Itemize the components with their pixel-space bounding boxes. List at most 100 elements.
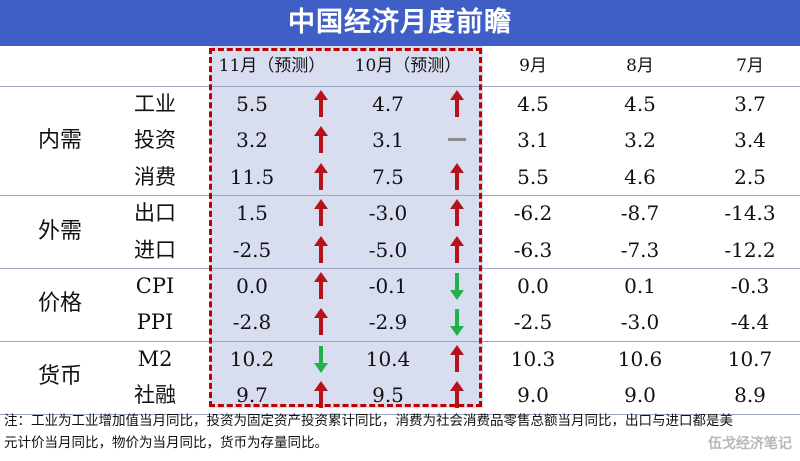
value-cell: 4.5 bbox=[624, 92, 656, 116]
value-cell: -4.4 bbox=[730, 310, 770, 335]
value-cell: 10.3 bbox=[510, 346, 556, 371]
arrow-up-icon bbox=[310, 125, 332, 155]
value-cell: 7.5 bbox=[372, 164, 404, 189]
value-cell: 5.5 bbox=[517, 164, 549, 189]
arrow-down-icon bbox=[446, 307, 468, 337]
row-label: 出口 bbox=[134, 201, 176, 226]
arrow-up-icon bbox=[446, 344, 468, 374]
arrow-up-icon bbox=[446, 162, 468, 192]
page-title: 中国经济月度前瞻 bbox=[0, 0, 800, 46]
value-cell: 2.5 bbox=[734, 164, 766, 189]
arrow-down-icon bbox=[446, 271, 468, 301]
value-cell: -6.2 bbox=[513, 201, 553, 226]
value-cell: -6.3 bbox=[513, 237, 553, 262]
category-label: 价格 bbox=[37, 291, 82, 317]
table-row: CPI 0.0 -0.1 0.0 0.1 -0.3 bbox=[0, 271, 800, 301]
value-cell: -2.5 bbox=[232, 237, 272, 262]
watermark: 伍戈经济笔记 bbox=[708, 436, 792, 452]
value-cell: 9.0 bbox=[624, 383, 656, 408]
value-cell: 11.5 bbox=[229, 164, 275, 189]
table-row: PPI -2.8 -2.9 -2.5 -3.0 -4.4 bbox=[0, 307, 800, 337]
category-label: 货币 bbox=[37, 364, 82, 390]
value-cell: -2.8 bbox=[232, 310, 272, 335]
value-cell: -5.0 bbox=[368, 237, 408, 262]
header-cell: 9月 bbox=[519, 56, 547, 76]
value-cell: 3.7 bbox=[734, 92, 766, 116]
table-row: 社融 9.7 9.5 9.0 9.0 8.9 bbox=[0, 380, 800, 410]
value-cell: 9.7 bbox=[236, 383, 268, 408]
value-cell: 4.5 bbox=[517, 92, 549, 116]
table-row: 消费 11.5 7.5 5.5 4.6 2.5 bbox=[0, 162, 800, 192]
value-cell: 3.2 bbox=[236, 128, 268, 153]
category-label: 外需 bbox=[37, 218, 82, 244]
forecast-dashed-border bbox=[209, 48, 482, 407]
value-cell: 0.0 bbox=[517, 274, 549, 298]
value-cell: 9.0 bbox=[517, 383, 549, 408]
value-cell: 4.6 bbox=[624, 164, 656, 189]
value-cell: 3.1 bbox=[517, 128, 549, 153]
footnote: 注：工业为工业增加值当月同比，投资为固定资产投资累计同比，消费为社会消费品零售总… bbox=[4, 413, 733, 451]
row-label: 进口 bbox=[134, 237, 176, 262]
value-cell: -12.2 bbox=[724, 237, 776, 262]
divider bbox=[0, 195, 800, 197]
value-cell: 5.5 bbox=[236, 92, 268, 116]
divider bbox=[0, 268, 800, 269]
value-cell: 1.5 bbox=[236, 201, 268, 226]
value-cell: 10.4 bbox=[365, 346, 411, 371]
arrow-up-icon bbox=[310, 162, 332, 192]
table-row: 进口 -2.5 -5.0 -6.3 -7.3 -12.2 bbox=[0, 235, 800, 265]
row-label: 工业 bbox=[134, 92, 176, 116]
value-cell: 0.1 bbox=[624, 274, 656, 298]
divider bbox=[0, 86, 800, 87]
value-cell: 3.4 bbox=[734, 128, 766, 153]
row-label: PPI bbox=[136, 310, 174, 335]
value-cell: 8.9 bbox=[734, 383, 766, 408]
value-cell: -2.9 bbox=[368, 310, 408, 335]
value-cell: -7.3 bbox=[620, 237, 660, 262]
value-cell: 9.5 bbox=[372, 383, 404, 408]
arrow-down-icon bbox=[310, 344, 332, 374]
value-cell: 10.6 bbox=[617, 346, 663, 371]
header-row: 11月（预测） 10月（预测） 9月 8月 7月 bbox=[0, 51, 800, 81]
arrow-up-icon bbox=[310, 198, 332, 228]
table-row: 工业 5.5 4.7 4.5 4.5 3.7 bbox=[0, 89, 800, 119]
value-cell: -3.0 bbox=[620, 310, 660, 335]
arrow-up-icon bbox=[310, 271, 332, 301]
value-cell: -3.0 bbox=[368, 201, 408, 226]
table-row: M2 10.2 10.4 10.3 10.6 10.7 bbox=[0, 344, 800, 374]
value-cell: 10.7 bbox=[727, 346, 773, 371]
value-cell: 0.0 bbox=[236, 274, 268, 298]
value-cell: -8.7 bbox=[620, 201, 660, 226]
value-cell: -2.5 bbox=[513, 310, 553, 335]
row-label: 消费 bbox=[134, 164, 176, 189]
divider bbox=[0, 413, 800, 415]
value-cell: 3.2 bbox=[624, 128, 656, 153]
arrow-up-icon bbox=[310, 235, 332, 265]
arrow-up-icon bbox=[446, 380, 468, 410]
value-cell: 4.7 bbox=[372, 92, 404, 116]
arrow-up-icon bbox=[310, 307, 332, 337]
value-cell: -0.1 bbox=[368, 274, 408, 298]
arrow-up-icon bbox=[310, 89, 332, 119]
arrow-up-icon bbox=[446, 198, 468, 228]
header-cell: 8月 bbox=[626, 56, 654, 76]
flat-icon bbox=[446, 125, 468, 155]
table-row: 出口 1.5 -3.0 -6.2 -8.7 -14.3 bbox=[0, 198, 800, 228]
value-cell: -14.3 bbox=[724, 201, 776, 226]
header-cell: 7月 bbox=[736, 56, 764, 76]
arrow-up-icon bbox=[446, 235, 468, 265]
row-label: M2 bbox=[137, 346, 173, 371]
arrow-up-icon bbox=[446, 89, 468, 119]
value-cell: -0.3 bbox=[730, 274, 770, 298]
row-label: CPI bbox=[135, 274, 175, 298]
row-label: 社融 bbox=[134, 383, 176, 408]
forecast-highlight bbox=[210, 46, 483, 408]
row-label: 投资 bbox=[134, 128, 176, 153]
arrow-up-icon bbox=[310, 380, 332, 410]
header-cell: 10月（预测） bbox=[354, 56, 462, 76]
divider bbox=[0, 340, 800, 342]
header-cell: 11月（预测） bbox=[218, 56, 326, 76]
table-row: 投资 3.2 3.1 3.1 3.2 3.4 bbox=[0, 125, 800, 155]
value-cell: 3.1 bbox=[372, 128, 404, 153]
category-label: 内需 bbox=[37, 127, 82, 153]
